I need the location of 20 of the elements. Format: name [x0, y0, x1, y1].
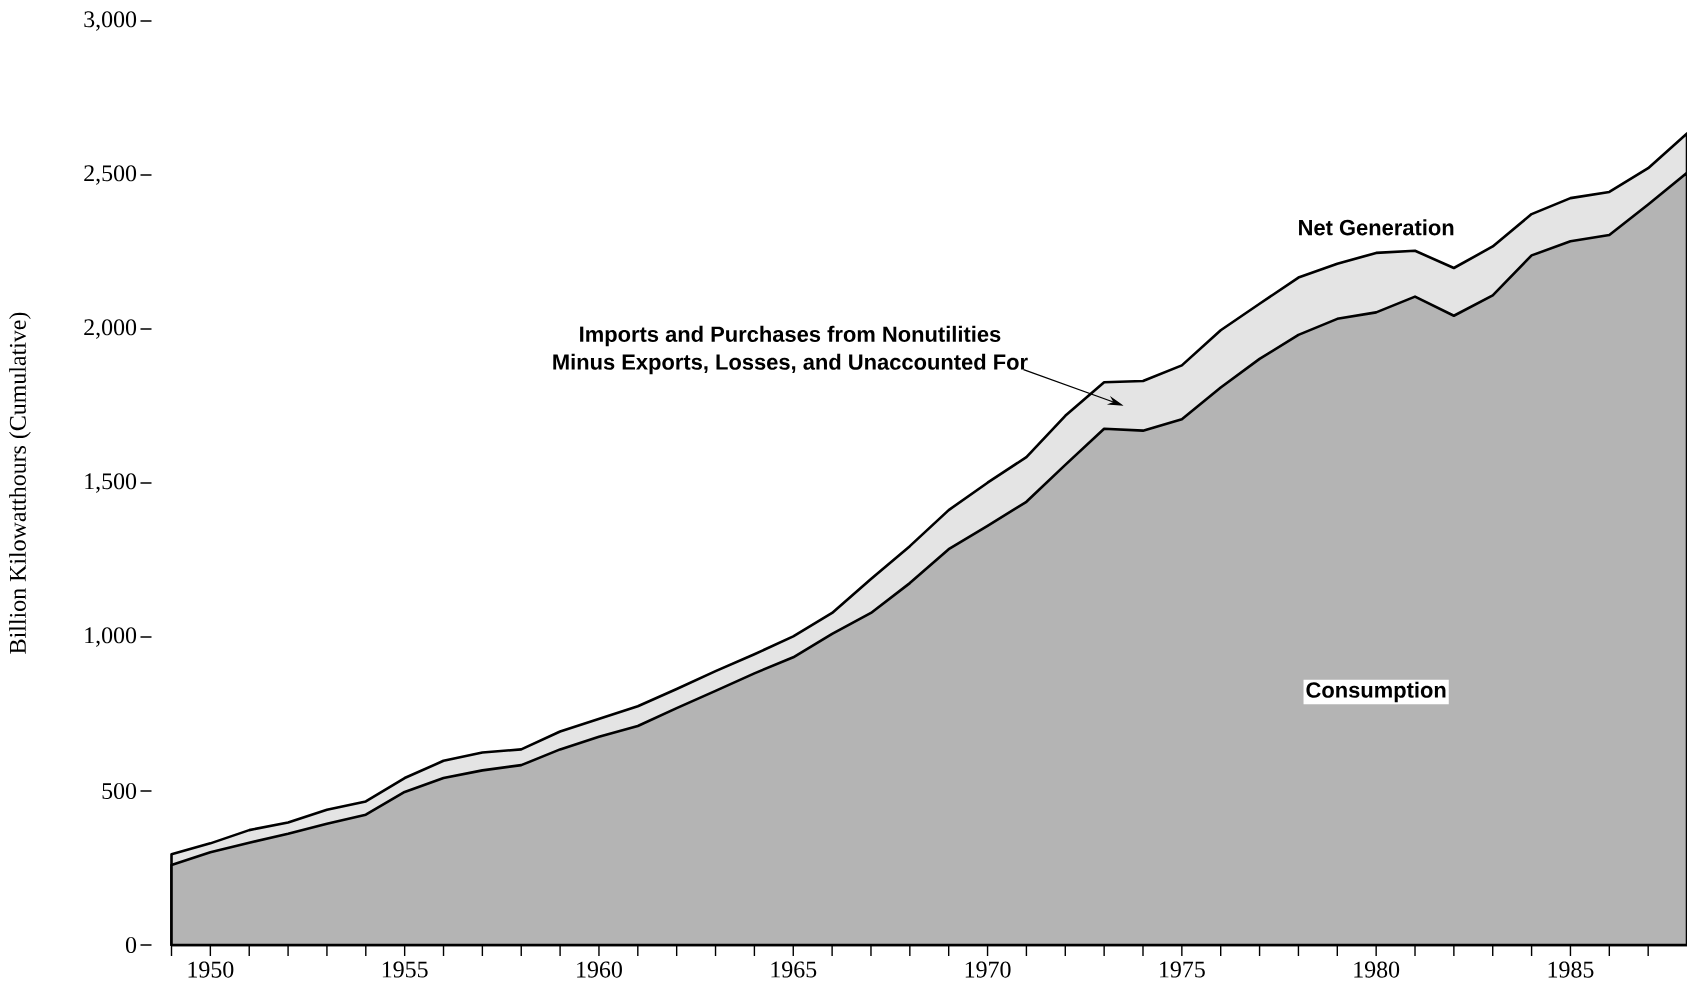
x-tick-label: 1985 — [1548, 961, 1594, 978]
annotation: Imports and Purchases from Nonutilities — [580, 325, 1001, 347]
x-tick-label: 1950 — [188, 961, 234, 978]
y-axis-title: Billion Kilowatthours (Cumulative) — [9, 312, 31, 654]
series-label: Net Generation — [1299, 219, 1454, 236]
y-tick-label: 3,000 — [84, 11, 137, 31]
annotation: Minus Exports, Losses, and Unaccounted For — [553, 353, 1028, 375]
x-tick-label: 1970 — [965, 961, 1011, 978]
x-tick-label: 1960 — [577, 961, 622, 978]
y-tick-label: 500 — [102, 782, 137, 800]
y-tick-label: 2,500 — [84, 165, 137, 185]
x-tick-label: 1980 — [1354, 961, 1400, 978]
x-tick-label: 1955 — [382, 961, 428, 978]
x-tick-label: 1975 — [1160, 961, 1205, 978]
y-tick-label: 1,000 — [85, 627, 137, 647]
series-label: Consumption — [1306, 681, 1446, 703]
x-tick-label: 1965 — [771, 961, 817, 978]
y-tick-label: 2,000 — [84, 319, 137, 339]
y-tick-label: 0 — [125, 936, 137, 954]
y-tick-label: 1,500 — [85, 473, 137, 493]
